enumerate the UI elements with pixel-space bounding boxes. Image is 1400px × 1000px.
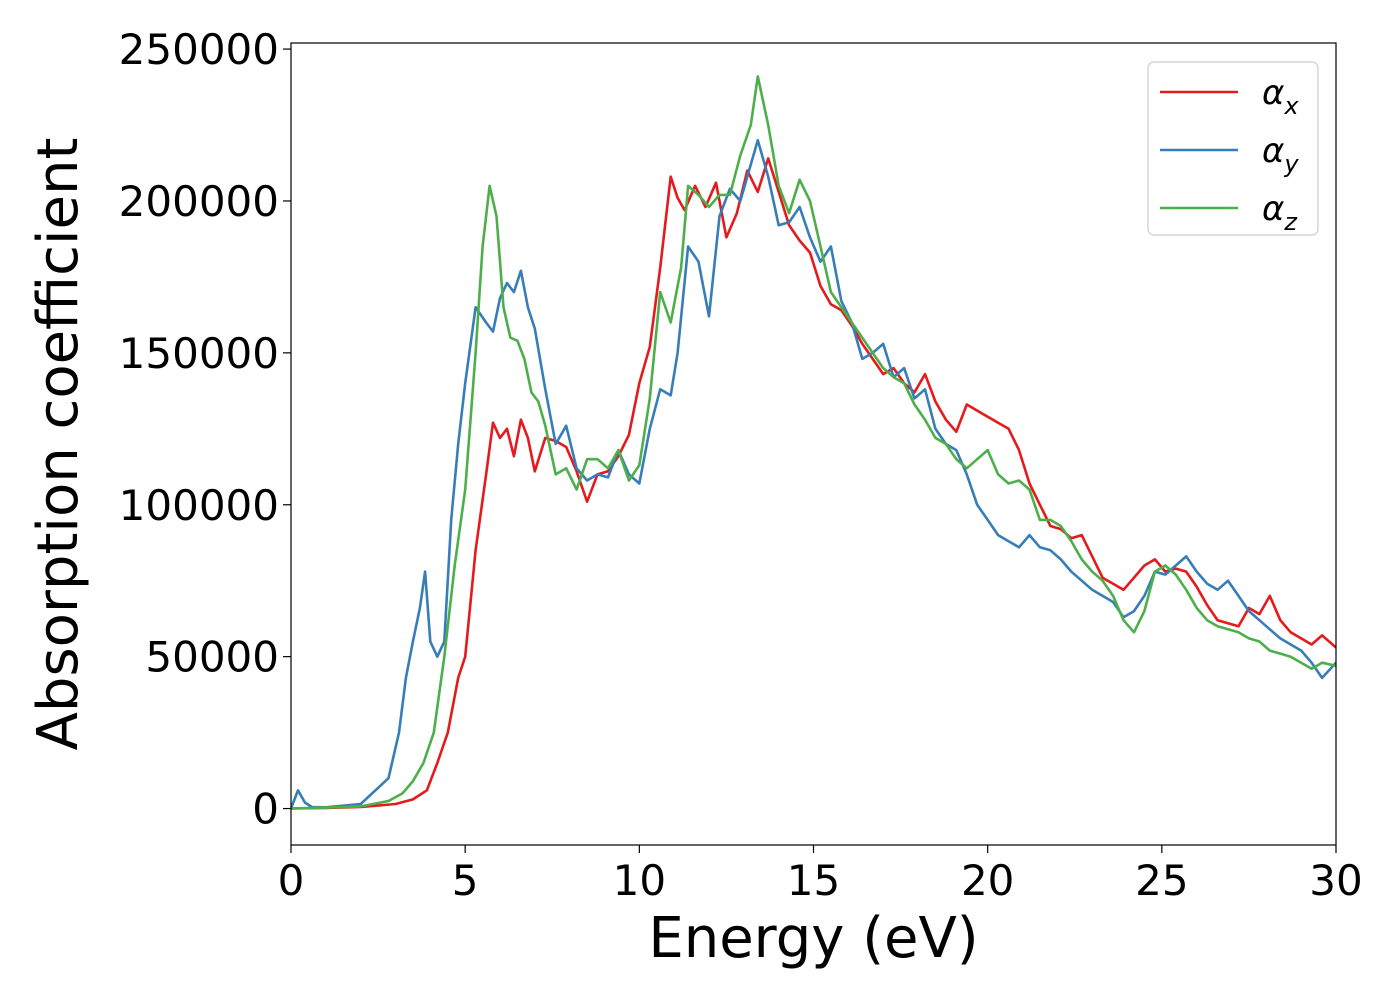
y-tick-label: 50000 [145,633,279,682]
legend: αx αy αz [1147,61,1319,236]
y-tick-label: 200000 [119,177,279,226]
legend-label-z: αz [1262,189,1298,236]
legend-box [1147,61,1319,236]
x-tick-label: 10 [613,856,666,905]
x-tick-label: 30 [1309,856,1362,905]
series-line-z [291,75,1336,810]
x-axis: 0 5 10 15 20 25 30 [278,845,1363,905]
plot-area [291,75,1336,810]
y-tick-label: 100000 [119,481,279,530]
x-axis-label: Energy (eV) [648,906,978,971]
x-tick-label: 15 [787,856,840,905]
y-tick-label: 250000 [119,25,279,74]
y-axis: 0 50000 100000 150000 200000 250000 [119,25,291,834]
y-tick-label: 0 [252,785,279,834]
y-axis-label: Absorption coefficient [26,138,91,751]
x-tick-label: 25 [1135,856,1188,905]
series-line-y [291,138,1336,810]
x-tick-label: 20 [961,856,1014,905]
x-tick-label: 5 [452,856,479,905]
x-tick-label: 0 [278,856,305,905]
legend-label-y: αy [1262,131,1299,178]
y-tick-label: 150000 [119,329,279,378]
series-line-x [291,157,1336,810]
legend-label-x: αx [1262,73,1299,120]
